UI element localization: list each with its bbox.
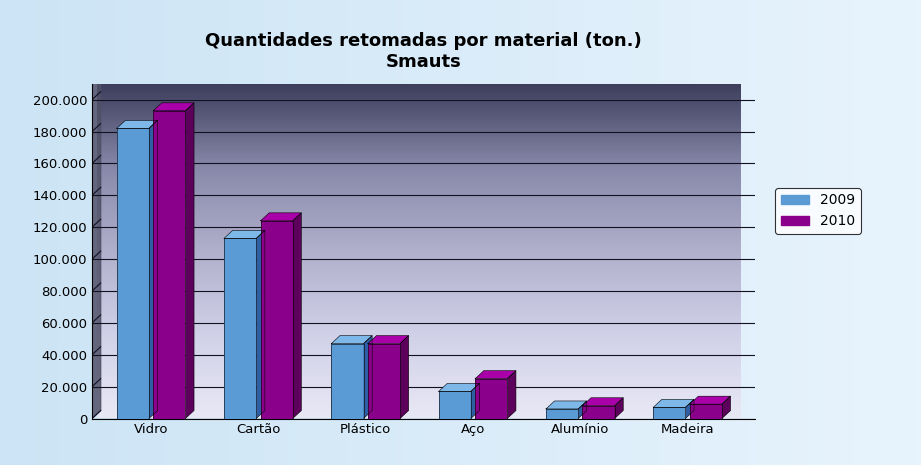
Polygon shape (690, 396, 730, 404)
Polygon shape (185, 103, 194, 418)
Polygon shape (582, 398, 624, 406)
Polygon shape (149, 120, 157, 418)
Polygon shape (685, 399, 694, 418)
Polygon shape (400, 336, 409, 418)
Title: Quantidades retomadas por material (ton.)
Smauts: Quantidades retomadas por material (ton.… (205, 32, 642, 71)
Polygon shape (261, 221, 293, 418)
Polygon shape (582, 406, 614, 418)
Polygon shape (722, 396, 730, 418)
Polygon shape (690, 404, 722, 418)
Polygon shape (332, 344, 364, 418)
Polygon shape (653, 399, 694, 407)
Polygon shape (224, 230, 265, 239)
Polygon shape (293, 213, 301, 418)
Polygon shape (546, 401, 587, 409)
Polygon shape (653, 407, 685, 418)
Polygon shape (256, 230, 265, 418)
Polygon shape (367, 336, 409, 344)
Polygon shape (475, 371, 516, 379)
Polygon shape (364, 336, 372, 418)
Polygon shape (507, 371, 516, 418)
Polygon shape (614, 398, 624, 418)
Polygon shape (224, 239, 256, 418)
Polygon shape (332, 336, 372, 344)
Polygon shape (438, 384, 480, 392)
Polygon shape (261, 213, 301, 221)
Polygon shape (367, 344, 400, 418)
Polygon shape (475, 379, 507, 418)
Polygon shape (92, 76, 100, 418)
Legend: 2009, 2010: 2009, 2010 (775, 188, 860, 234)
Polygon shape (117, 128, 149, 418)
Polygon shape (471, 384, 480, 418)
Polygon shape (546, 409, 578, 418)
Polygon shape (153, 103, 194, 111)
Polygon shape (578, 401, 587, 418)
Polygon shape (153, 111, 185, 419)
Polygon shape (438, 392, 471, 418)
Polygon shape (117, 120, 157, 128)
